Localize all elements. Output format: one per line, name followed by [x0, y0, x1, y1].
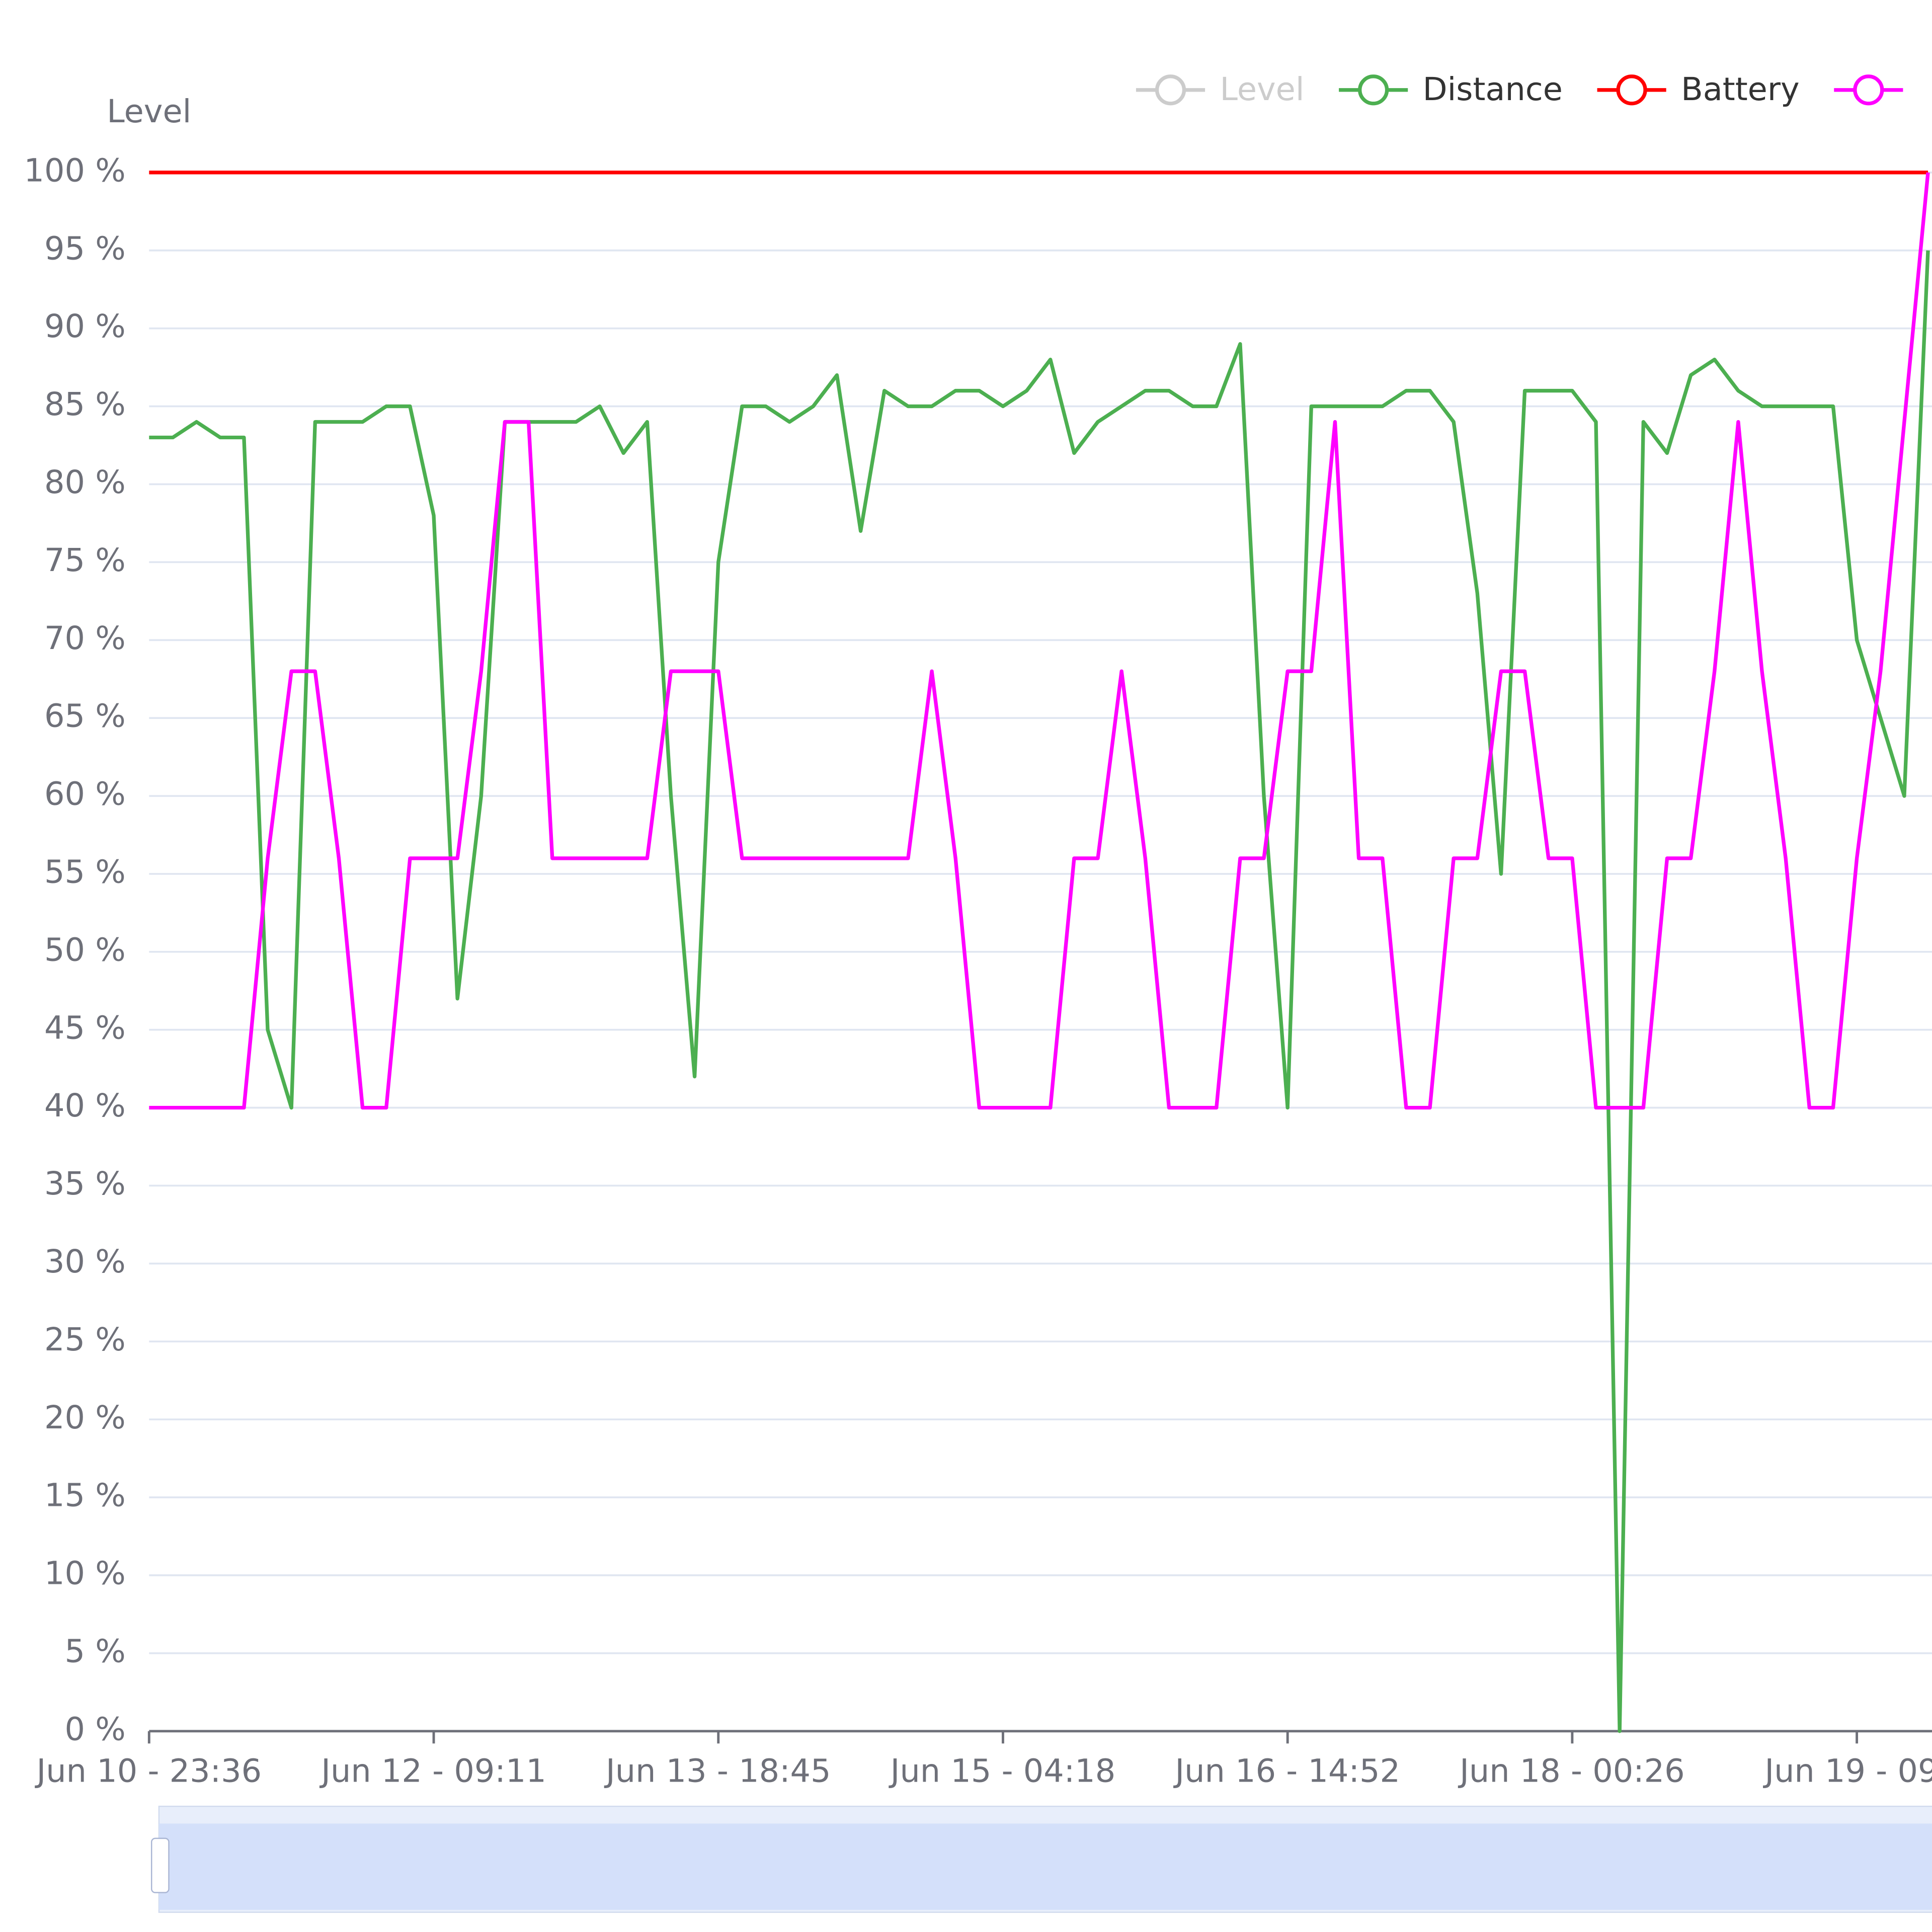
y-tick-label: 45 %: [44, 1009, 126, 1046]
legend-label: Level: [1220, 71, 1304, 108]
y-tick-label: 25 %: [44, 1321, 126, 1358]
y-tick-label: 70 %: [44, 620, 126, 657]
slider-handle[interactable]: [151, 1837, 170, 1893]
x-tick-label: Jun 18 - 00:26: [1458, 1753, 1685, 1790]
y-tick-label: 65 %: [44, 698, 126, 735]
y-tick-label: 30 %: [44, 1243, 126, 1280]
series-line: [149, 172, 1930, 1110]
y-tick-label: 55 %: [44, 854, 126, 891]
y-tick-label: 10 %: [44, 1555, 126, 1592]
y-tick-label: 50 %: [44, 931, 126, 969]
y-tick-label: 5 %: [65, 1633, 126, 1670]
y-axis-title: Level: [107, 93, 191, 130]
y-tick-label: 85 %: [44, 386, 126, 423]
y-tick-label: 100 %: [24, 152, 126, 189]
legend-icon: [1358, 74, 1389, 106]
legend-item[interactable]: [1834, 74, 1903, 106]
x-tick-label: Jun 13 - 18:45: [604, 1753, 831, 1790]
legend-icon: [1616, 74, 1647, 106]
legend-icon: [1853, 74, 1884, 106]
y-tick-label: 0 %: [65, 1711, 126, 1748]
x-tick-label: Jun 15 - 04:18: [889, 1753, 1116, 1790]
y-tick-label: 90 %: [44, 308, 126, 345]
y-tick-label: 15 %: [44, 1477, 126, 1514]
series-line: [149, 250, 1930, 1733]
y-tick-label: 20 %: [44, 1399, 126, 1436]
legend-label: Battery: [1681, 71, 1800, 108]
legend-item[interactable]: Distance: [1339, 71, 1563, 108]
legend-item[interactable]: Level: [1136, 71, 1305, 108]
y-tick-label: 40 %: [44, 1087, 126, 1124]
x-tick-label: Jun 10 - 23:36: [35, 1753, 262, 1790]
x-tick-label: Jun 16 - 14:52: [1173, 1753, 1400, 1790]
legend: Level Distance Battery: [1136, 71, 1903, 108]
y-tick-label: 60 %: [44, 776, 126, 813]
y-tick-label: 80 %: [44, 464, 126, 501]
slider-fill: [158, 1823, 1932, 1910]
y-tick-label: 75 %: [44, 542, 126, 579]
data-zoom-slider[interactable]: [151, 1805, 1932, 1913]
y-tick-label: 95 %: [44, 230, 126, 267]
x-tick-label: Jun 19 - 09:: [1762, 1753, 1932, 1790]
y-tick-label: 35 %: [44, 1165, 126, 1202]
legend-item[interactable]: Battery: [1597, 71, 1800, 108]
x-tick-label: Jun 12 - 09:11: [319, 1753, 546, 1790]
legend-label: Distance: [1423, 71, 1563, 108]
legend-icon: [1155, 74, 1186, 106]
